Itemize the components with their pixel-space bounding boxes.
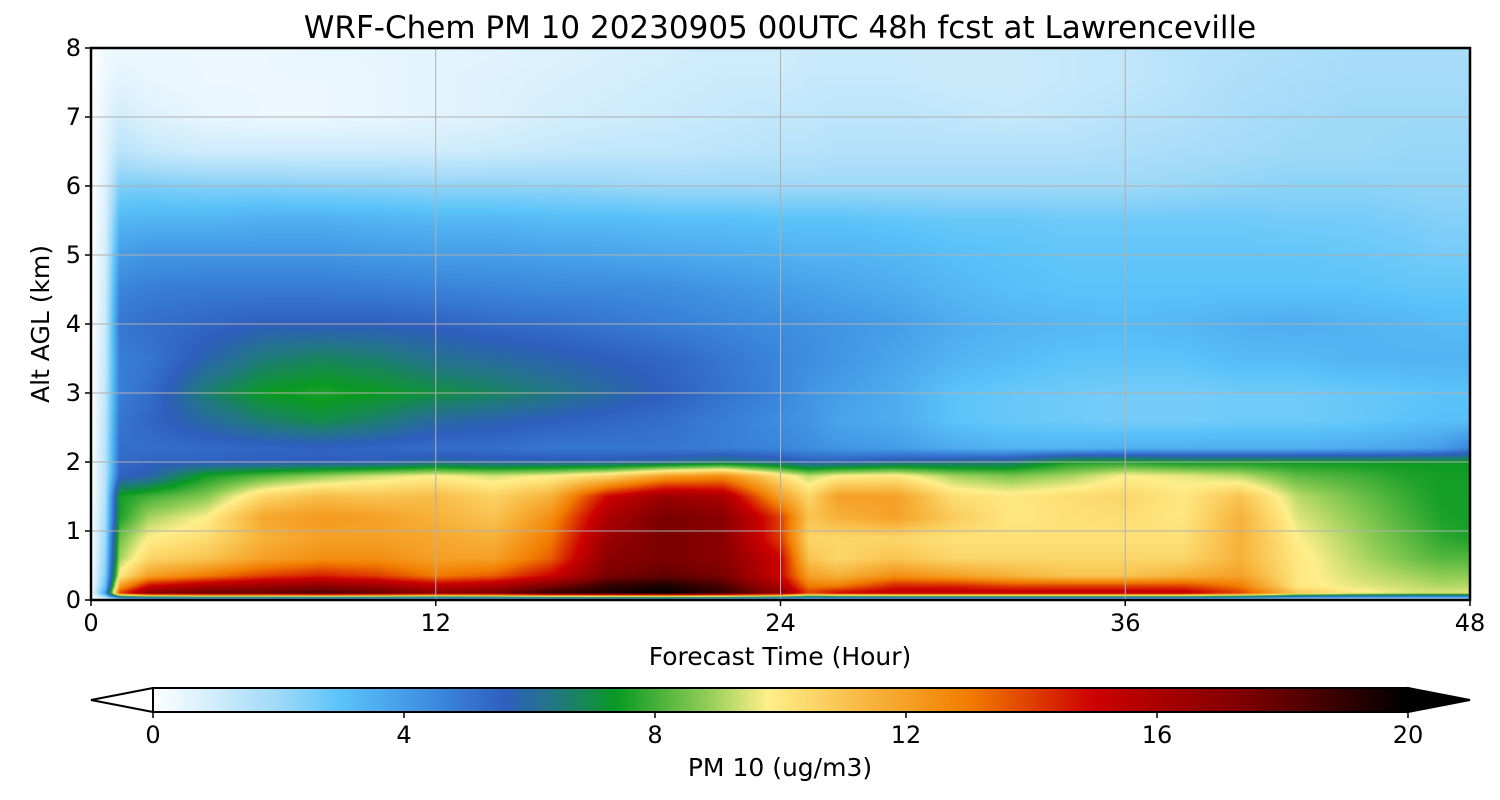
colorbar-body [152, 687, 1409, 713]
y-axis: 0 1 2 3 4 5 6 7 8 [66, 34, 91, 614]
colorbar-tick-label: 16 [1142, 721, 1173, 749]
y-tick-label: 0 [66, 586, 81, 614]
x-tick-label: 48 [1455, 609, 1486, 637]
x-tick-label: 0 [83, 609, 98, 637]
y-tick-label: 7 [66, 103, 81, 131]
x-tick-label: 12 [420, 609, 451, 637]
x-axis: 0 12 24 36 48 [83, 600, 1485, 637]
x-tick-label: 36 [1110, 609, 1141, 637]
y-tick-label: 6 [66, 172, 81, 200]
colorbar-tick-label: 20 [1393, 721, 1424, 749]
y-tick-label: 3 [66, 379, 81, 407]
colorbar-tick-label: 4 [396, 721, 411, 749]
y-tick-label: 5 [66, 241, 81, 269]
x-tick-label: 24 [765, 609, 796, 637]
colorbar: 0 4 8 12 16 20 PM 10 (ug/m3) [90, 686, 1471, 782]
colorbar-tick-label: 8 [647, 721, 662, 749]
colorbar-tick-label: 12 [891, 721, 922, 749]
y-tick-label: 1 [66, 517, 81, 545]
y-tick-label: 4 [66, 310, 81, 338]
grid-lines [91, 48, 1470, 600]
chart-title: WRF-Chem PM 10 20230905 00UTC 48h fcst a… [304, 10, 1256, 46]
colorbar-max-extension [1407, 686, 1471, 714]
x-axis-title: Forecast Time (Hour) [649, 642, 912, 671]
colorbar-min-extension [90, 686, 154, 714]
y-tick-label: 2 [66, 448, 81, 476]
colorbar-label: PM 10 (ug/m3) [688, 753, 872, 782]
y-tick-label: 8 [66, 34, 81, 62]
colorbar-ticks: 0 4 8 12 16 20 [145, 712, 1423, 749]
y-axis-title: Alt AGL (km) [26, 245, 55, 403]
colorbar-tick-label: 0 [145, 721, 160, 749]
